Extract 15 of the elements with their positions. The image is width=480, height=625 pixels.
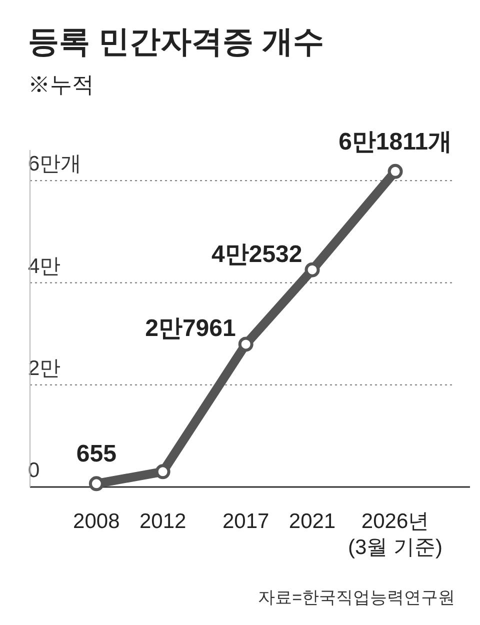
chart-title: 등록 민간자격증 개수 <box>28 24 324 59</box>
x-tick-label: 2021 <box>288 510 336 533</box>
chart-subtitle: ※누적 <box>28 72 94 97</box>
x-tick-label: 2012 <box>139 510 186 533</box>
x-tick-label: 2008 <box>73 510 120 533</box>
text: 2만7961 <box>145 315 236 342</box>
y-tick-label: 6만개 <box>28 152 82 176</box>
x-tick-label: 2026년 (3월 기준) <box>348 510 443 559</box>
text: 4만2532 <box>212 240 302 268</box>
text: 자료=한국직업능력연구원 <box>258 588 455 607</box>
y-tick-label: 4만 <box>28 254 61 278</box>
text: 655 <box>76 440 116 468</box>
x-tick-label: 2017 <box>222 510 270 533</box>
y-tick-label: 2만 <box>28 356 61 380</box>
text: 6만1811개 <box>338 128 452 156</box>
